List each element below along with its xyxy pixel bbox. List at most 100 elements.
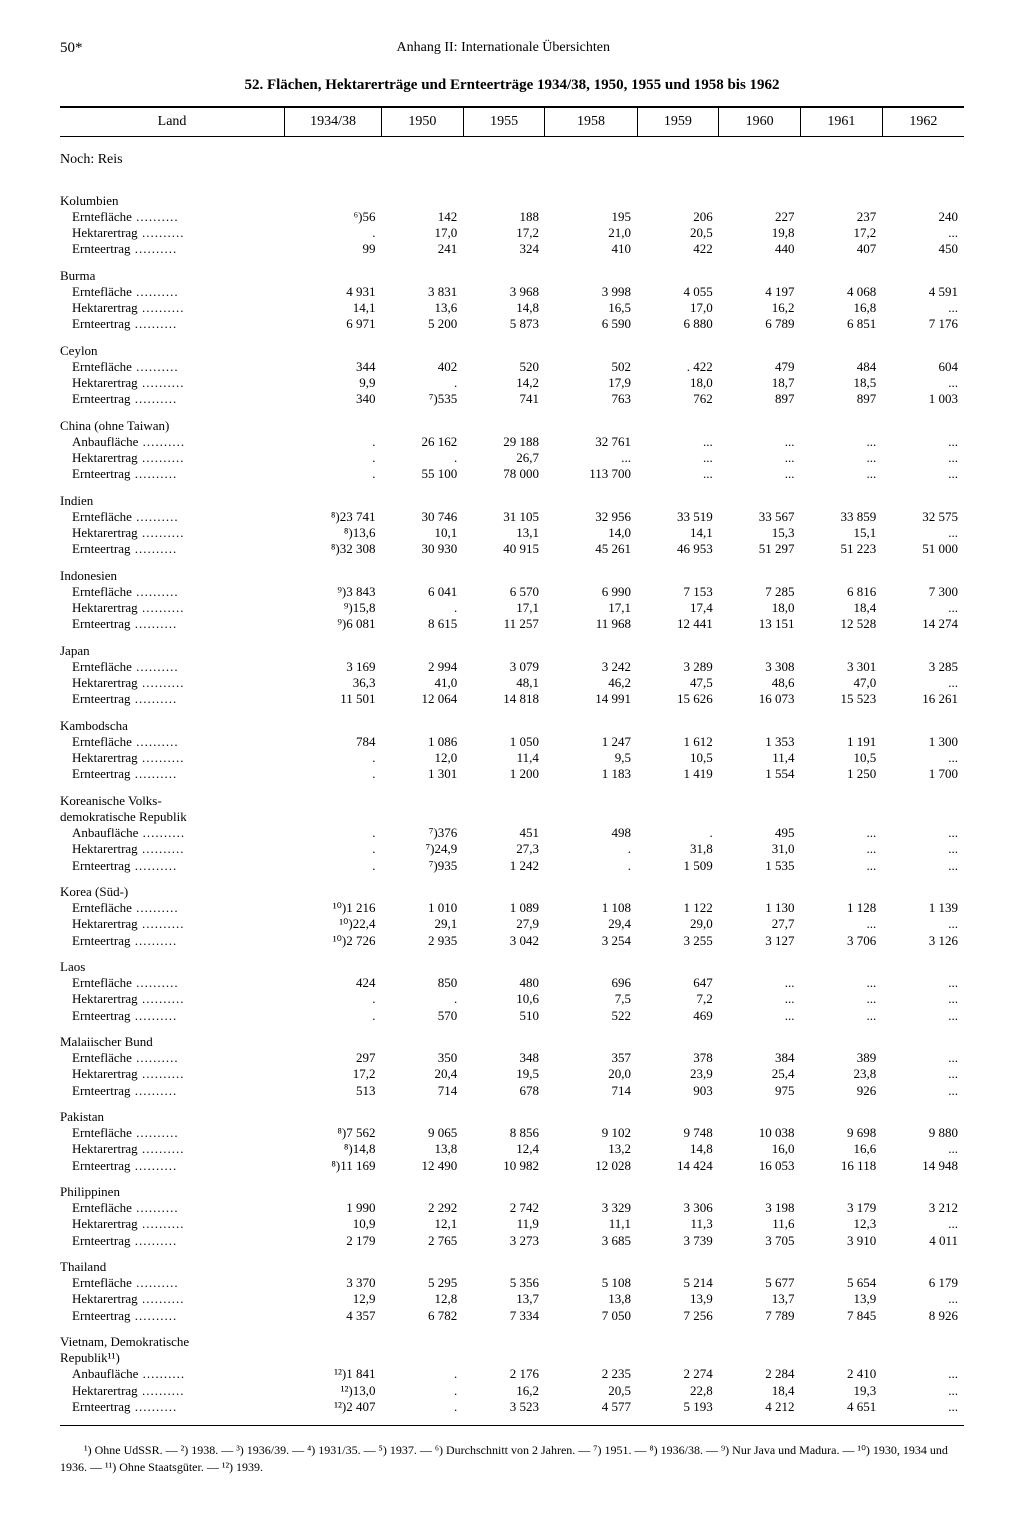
data-cell: 4 055 bbox=[637, 284, 719, 300]
data-cell: 13,9 bbox=[800, 1291, 882, 1307]
data-cell: 11 501 bbox=[285, 691, 382, 707]
data-cell: ... bbox=[882, 300, 964, 316]
data-cell: ⁹)3 843 bbox=[285, 584, 382, 600]
data-cell: 21,0 bbox=[545, 225, 637, 241]
data-cell: ⁷)24,9 bbox=[381, 841, 463, 857]
data-cell: . bbox=[285, 991, 382, 1007]
data-cell: 7 845 bbox=[800, 1308, 882, 1324]
data-cell: ... bbox=[719, 975, 801, 991]
data-cell: 1 990 bbox=[285, 1200, 382, 1216]
metric-label: Ernteertrag bbox=[60, 1008, 285, 1024]
data-cell: 51 297 bbox=[719, 541, 801, 557]
metric-label: Erntefläche bbox=[60, 1200, 285, 1216]
metric-label: Erntefläche bbox=[60, 284, 285, 300]
data-cell: 495 bbox=[719, 825, 801, 841]
data-cell: 17,2 bbox=[285, 1066, 382, 1082]
data-cell: 3 212 bbox=[882, 1200, 964, 1216]
data-cell: 1 183 bbox=[545, 766, 637, 782]
data-cell: 3 706 bbox=[800, 933, 882, 949]
metric-label: Hektarertrag bbox=[60, 1066, 285, 1082]
metric-label: Erntefläche bbox=[60, 734, 285, 750]
data-cell: 14,8 bbox=[463, 300, 545, 316]
data-cell: 15,1 bbox=[800, 525, 882, 541]
data-cell: 11 968 bbox=[545, 616, 637, 632]
data-cell: 897 bbox=[719, 391, 801, 407]
data-cell: 7,5 bbox=[545, 991, 637, 1007]
data-cell: 16 118 bbox=[800, 1158, 882, 1174]
country-name: Burma bbox=[60, 258, 964, 284]
data-cell: 2 742 bbox=[463, 1200, 545, 1216]
data-cell: 195 bbox=[545, 209, 637, 225]
data-cell: 3 523 bbox=[463, 1399, 545, 1415]
data-cell: 714 bbox=[381, 1083, 463, 1099]
data-cell: 9 880 bbox=[882, 1125, 964, 1141]
data-cell: 33 519 bbox=[637, 509, 719, 525]
country-name: Pakistan bbox=[60, 1099, 964, 1125]
data-cell: 30 746 bbox=[381, 509, 463, 525]
data-cell: 9 102 bbox=[545, 1125, 637, 1141]
data-cell: 850 bbox=[381, 975, 463, 991]
data-cell: 3 179 bbox=[800, 1200, 882, 1216]
metric-label: Erntefläche bbox=[60, 659, 285, 675]
data-cell: 1 612 bbox=[637, 734, 719, 750]
data-cell: 18,5 bbox=[800, 375, 882, 391]
metric-label: Ernteertrag bbox=[60, 691, 285, 707]
data-cell: 6 590 bbox=[545, 316, 637, 332]
data-cell: 3 169 bbox=[285, 659, 382, 675]
data-cell: 12 441 bbox=[637, 616, 719, 632]
metric-label: Ernteertrag bbox=[60, 1399, 285, 1415]
data-cell: ⁹)6 081 bbox=[285, 616, 382, 632]
data-cell: 18,4 bbox=[719, 1383, 801, 1399]
data-cell: 31 105 bbox=[463, 509, 545, 525]
data-cell: 1 128 bbox=[800, 900, 882, 916]
data-cell: 3 079 bbox=[463, 659, 545, 675]
data-cell: 29,1 bbox=[381, 916, 463, 932]
data-cell: ... bbox=[719, 434, 801, 450]
data-cell: . bbox=[545, 841, 637, 857]
data-cell: 3 705 bbox=[719, 1233, 801, 1249]
data-cell: ... bbox=[882, 1366, 964, 1382]
data-cell: 14,1 bbox=[637, 525, 719, 541]
data-cell: 11,4 bbox=[463, 750, 545, 766]
footnotes: ¹) Ohne UdSSR. — ²) 1938. — ³) 1936/39. … bbox=[60, 1442, 964, 1476]
country-name: Vietnam, Demokratische bbox=[60, 1324, 964, 1350]
data-cell: 513 bbox=[285, 1083, 382, 1099]
data-cell: 11 257 bbox=[463, 616, 545, 632]
data-cell: 9,5 bbox=[545, 750, 637, 766]
data-cell: 47,0 bbox=[800, 675, 882, 691]
data-cell: 10,1 bbox=[381, 525, 463, 541]
data-cell: ... bbox=[637, 466, 719, 482]
section-header: Anhang II: Internationale Übersichten bbox=[83, 40, 925, 57]
data-cell: 897 bbox=[800, 391, 882, 407]
data-cell: ... bbox=[882, 916, 964, 932]
data-cell: ... bbox=[719, 991, 801, 1007]
data-cell: 237 bbox=[800, 209, 882, 225]
data-cell: 1 242 bbox=[463, 858, 545, 874]
data-cell: . bbox=[285, 225, 382, 241]
data-cell: 18,7 bbox=[719, 375, 801, 391]
data-cell: ... bbox=[800, 466, 882, 482]
data-cell: 15,3 bbox=[719, 525, 801, 541]
data-cell: ... bbox=[800, 825, 882, 841]
data-cell: ¹²)2 407 bbox=[285, 1399, 382, 1415]
data-cell: 15 626 bbox=[637, 691, 719, 707]
data-cell: 7 176 bbox=[882, 316, 964, 332]
data-cell: . bbox=[285, 750, 382, 766]
data-cell: 502 bbox=[545, 359, 637, 375]
data-cell: 48,6 bbox=[719, 675, 801, 691]
data-cell: 14,0 bbox=[545, 525, 637, 541]
data-cell: 99 bbox=[285, 241, 382, 257]
country-name-line2: demokratische Republik bbox=[60, 809, 964, 825]
data-cell: 5 677 bbox=[719, 1275, 801, 1291]
metric-label: Hektarertrag bbox=[60, 1383, 285, 1399]
data-cell: 3 370 bbox=[285, 1275, 382, 1291]
metric-label: Anbaufläche bbox=[60, 825, 285, 841]
data-cell: 340 bbox=[285, 391, 382, 407]
data-cell: 1 700 bbox=[882, 766, 964, 782]
data-cell: 18,0 bbox=[637, 375, 719, 391]
metric-label: Erntefläche bbox=[60, 1275, 285, 1291]
data-cell: . bbox=[285, 825, 382, 841]
data-cell: ... bbox=[882, 466, 964, 482]
country-name: Ceylon bbox=[60, 333, 964, 359]
data-table: Land1934/381950195519581959196019611962 … bbox=[60, 106, 964, 1426]
